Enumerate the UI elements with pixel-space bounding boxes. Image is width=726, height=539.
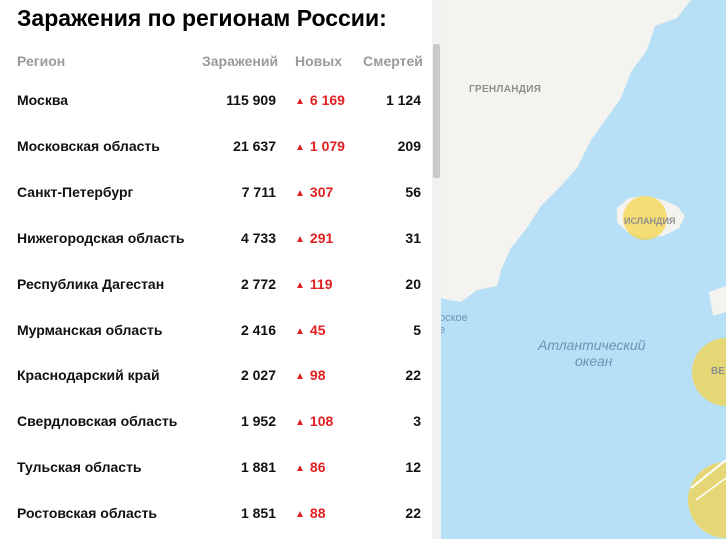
- triangle-up-icon: ▲: [295, 371, 305, 383]
- deaths-count: 5: [413, 321, 421, 338]
- triangle-up-icon: ▲: [295, 279, 305, 291]
- region-name: Тульская область: [17, 459, 142, 476]
- new-count: ▲ 86: [295, 459, 325, 475]
- table-row[interactable]: Москва 115 909 ▲ 6 169 1 124: [0, 92, 432, 138]
- deaths-count: 20: [405, 275, 421, 292]
- deaths-count: 31: [405, 229, 421, 246]
- table-row[interactable]: Мурманская область 2 416 ▲ 45 5: [0, 322, 432, 368]
- table-row[interactable]: Свердловская область 1 952 ▲ 108 3: [0, 413, 432, 459]
- label-fragment-bottom: е: [441, 324, 446, 336]
- column-header-deaths: Смертей: [363, 53, 423, 69]
- greenland-land: [441, 0, 691, 302]
- region-name: Санкт-Петербург: [17, 183, 134, 200]
- triangle-up-icon: ▲: [295, 233, 305, 245]
- region-name: Республика Дагестан: [17, 275, 165, 292]
- infected-count: 115 909: [226, 92, 276, 108]
- infected-count: 2 416: [240, 321, 276, 338]
- land-fragment-right: [709, 286, 726, 316]
- triangle-up-icon: ▲: [295, 463, 305, 475]
- infected-count: 7 711: [241, 183, 276, 200]
- region-name: Нижегородская область: [17, 229, 185, 246]
- infected-count: 4 733: [240, 229, 276, 246]
- deaths-count: 3: [413, 413, 421, 430]
- new-count-value: 6 169: [309, 92, 345, 108]
- hotspot-right-1: [692, 338, 726, 406]
- regions-panel: Заражения по регионам России: Регион Зар…: [0, 5, 432, 539]
- new-count-value: 86: [309, 459, 326, 476]
- triangle-up-icon: ▲: [295, 96, 305, 107]
- map-canvas: [441, 0, 726, 538]
- deaths-count: 22: [405, 505, 421, 522]
- infected-count: 1 881: [240, 459, 276, 476]
- triangle-up-icon: ▲: [295, 509, 305, 521]
- table-row[interactable]: Республика Дагестан 2 772 ▲ 119 20: [0, 276, 432, 322]
- region-name: Москва: [17, 92, 69, 108]
- infected-count: 2 772: [240, 275, 276, 292]
- label-ocean-line2: океан: [575, 353, 613, 369]
- label-iceland: ИСЛАНДИЯ: [624, 216, 676, 226]
- new-count-value: 1 079: [309, 137, 345, 154]
- infected-count: 1 851: [240, 505, 276, 522]
- new-count-value: 45: [309, 321, 326, 338]
- map-road: [695, 477, 726, 501]
- new-count: ▲ 108: [295, 413, 333, 429]
- label-fragment-top: оское: [441, 312, 468, 324]
- deaths-count: 1 124: [385, 92, 421, 108]
- triangle-up-icon: ▲: [295, 325, 305, 337]
- new-count-value: 88: [309, 505, 326, 522]
- land-fragment-left: [441, 230, 447, 246]
- region-name: Ростовская область: [17, 505, 158, 522]
- map[interactable]: ГРЕНЛАНДИЯ ИСЛАНДИЯ Атлантический океан …: [441, 0, 726, 539]
- new-count: ▲ 119: [295, 276, 333, 292]
- infected-count: 2 027: [240, 367, 276, 384]
- new-count: ▲ 88: [295, 505, 325, 521]
- region-name: Краснодарский край: [17, 367, 160, 384]
- column-header-infected: Заражений: [202, 53, 279, 69]
- new-count: ▲ 307: [295, 184, 333, 200]
- hotspot-iceland: [623, 196, 667, 240]
- table-row[interactable]: Московская область 21 637 ▲ 1 079 209: [0, 138, 432, 184]
- label-greenland: ГРЕНЛАНДИЯ: [469, 84, 542, 95]
- new-count: ▲ 6 169: [295, 92, 345, 108]
- column-header-new: Новых: [295, 53, 343, 69]
- deaths-count: 56: [405, 183, 421, 200]
- region-name: Свердловская область: [17, 413, 178, 430]
- new-count: ▲ 1 079: [295, 138, 345, 154]
- triangle-up-icon: ▲: [295, 417, 305, 429]
- new-count: ▲ 45: [295, 322, 325, 338]
- table-row[interactable]: Санкт-Петербург 7 711 ▲ 307 56: [0, 184, 432, 230]
- hotspot-right-2: [688, 462, 726, 538]
- triangle-up-icon: ▲: [295, 141, 305, 153]
- page-title: Заражения по регионам России:: [17, 5, 387, 31]
- label-right-fragment: ВЕ: [711, 366, 725, 377]
- new-count-value: 98: [309, 367, 326, 384]
- triangle-up-icon: ▲: [295, 187, 305, 199]
- new-count-value: 291: [309, 229, 334, 246]
- infected-count: 21 637: [233, 137, 276, 154]
- region-name: Мурманская область: [17, 321, 163, 338]
- deaths-count: 209: [397, 137, 421, 154]
- table-row[interactable]: Нижегородская область 4 733 ▲ 291 31: [0, 230, 432, 276]
- new-count: ▲ 98: [295, 367, 325, 383]
- new-count-value: 307: [309, 183, 334, 200]
- table-row[interactable]: Тульская область 1 881 ▲ 86 12: [0, 459, 432, 505]
- infected-count: 1 952: [240, 413, 276, 430]
- column-header-region: Регион: [17, 53, 66, 69]
- label-ocean-line1: Атлантический: [538, 337, 646, 353]
- table-row[interactable]: Краснодарский край 2 027 ▲ 98 22: [0, 367, 432, 413]
- region-name: Московская область: [17, 137, 160, 154]
- table-row[interactable]: Ростовская область 1 851 ▲ 88 22: [0, 505, 432, 539]
- new-count-value: 108: [309, 413, 334, 430]
- scrollbar-thumb[interactable]: [433, 44, 440, 178]
- scrollbar[interactable]: [432, 0, 441, 539]
- new-count-value: 119: [309, 275, 333, 292]
- new-count: ▲ 291: [295, 230, 333, 246]
- deaths-count: 12: [405, 459, 421, 476]
- deaths-count: 22: [405, 367, 421, 384]
- map-road: [690, 459, 726, 489]
